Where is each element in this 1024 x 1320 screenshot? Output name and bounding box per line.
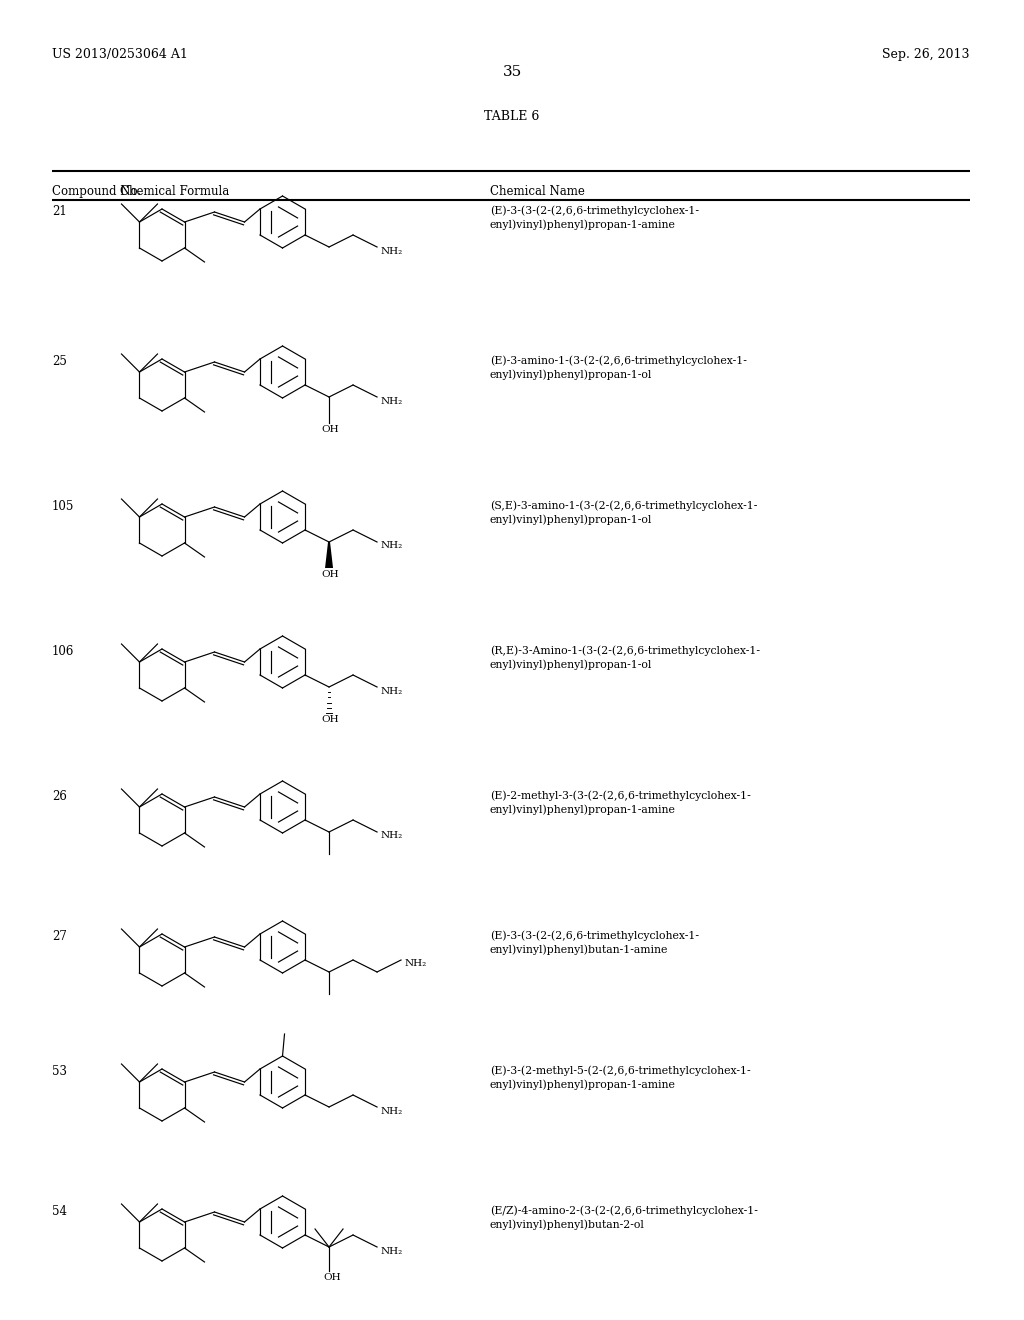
Text: enyl)vinyl)phenyl)propan-1-ol: enyl)vinyl)phenyl)propan-1-ol bbox=[490, 513, 652, 524]
Text: OH: OH bbox=[322, 425, 339, 434]
Text: 106: 106 bbox=[52, 645, 75, 657]
Text: (E/Z)-4-amino-2-(3-(2-(2,6,6-trimethylcyclohex-1-: (E/Z)-4-amino-2-(3-(2-(2,6,6-trimethylcy… bbox=[490, 1205, 758, 1216]
Text: Chemical Formula: Chemical Formula bbox=[120, 185, 229, 198]
Text: OH: OH bbox=[322, 570, 339, 579]
Text: enyl)vinyl)phenyl)propan-1-amine: enyl)vinyl)phenyl)propan-1-amine bbox=[490, 804, 676, 814]
Text: (S,E)-3-amino-1-(3-(2-(2,6,6-trimethylcyclohex-1-: (S,E)-3-amino-1-(3-(2-(2,6,6-trimethylcy… bbox=[490, 500, 758, 511]
Text: US 2013/0253064 A1: US 2013/0253064 A1 bbox=[52, 48, 187, 61]
Text: (E)-3-(2-methyl-5-(2-(2,6,6-trimethylcyclohex-1-: (E)-3-(2-methyl-5-(2-(2,6,6-trimethylcyc… bbox=[490, 1065, 751, 1076]
Text: (R,E)-3-Amino-1-(3-(2-(2,6,6-trimethylcyclohex-1-: (R,E)-3-Amino-1-(3-(2-(2,6,6-trimethylcy… bbox=[490, 645, 760, 656]
Text: enyl)vinyl)phenyl)propan-1-ol: enyl)vinyl)phenyl)propan-1-ol bbox=[490, 659, 652, 669]
Text: (E)-3-amino-1-(3-(2-(2,6,6-trimethylcyclohex-1-: (E)-3-amino-1-(3-(2-(2,6,6-trimethylcycl… bbox=[490, 355, 746, 366]
Text: 26: 26 bbox=[52, 789, 67, 803]
Text: enyl)vinyl)phenyl)butan-2-ol: enyl)vinyl)phenyl)butan-2-ol bbox=[490, 1218, 645, 1229]
Text: OH: OH bbox=[323, 1272, 341, 1282]
Text: OH: OH bbox=[322, 715, 339, 723]
Text: 35: 35 bbox=[503, 65, 521, 79]
Text: 54: 54 bbox=[52, 1205, 67, 1218]
Text: NH₂: NH₂ bbox=[380, 1246, 402, 1255]
Text: enyl)vinyl)phenyl)butan-1-amine: enyl)vinyl)phenyl)butan-1-amine bbox=[490, 944, 669, 954]
Text: NH₂: NH₂ bbox=[380, 686, 402, 696]
Text: enyl)vinyl)phenyl)propan-1-amine: enyl)vinyl)phenyl)propan-1-amine bbox=[490, 1078, 676, 1089]
Polygon shape bbox=[325, 543, 333, 568]
Text: Chemical Name: Chemical Name bbox=[490, 185, 585, 198]
Text: 53: 53 bbox=[52, 1065, 67, 1078]
Text: enyl)vinyl)phenyl)propan-1-ol: enyl)vinyl)phenyl)propan-1-ol bbox=[490, 370, 652, 380]
Text: 105: 105 bbox=[52, 500, 75, 513]
Text: 25: 25 bbox=[52, 355, 67, 368]
Text: 21: 21 bbox=[52, 205, 67, 218]
Text: (E)-3-(3-(2-(2,6,6-trimethylcyclohex-1-: (E)-3-(3-(2-(2,6,6-trimethylcyclohex-1- bbox=[490, 931, 699, 941]
Text: (E)-2-methyl-3-(3-(2-(2,6,6-trimethylcyclohex-1-: (E)-2-methyl-3-(3-(2-(2,6,6-trimethylcyc… bbox=[490, 789, 751, 800]
Text: NH₂: NH₂ bbox=[404, 960, 426, 969]
Text: enyl)vinyl)phenyl)propan-1-amine: enyl)vinyl)phenyl)propan-1-amine bbox=[490, 219, 676, 230]
Text: NH₂: NH₂ bbox=[380, 541, 402, 550]
Text: NH₂: NH₂ bbox=[380, 247, 402, 256]
Text: NH₂: NH₂ bbox=[380, 396, 402, 405]
Text: (E)-3-(3-(2-(2,6,6-trimethylcyclohex-1-: (E)-3-(3-(2-(2,6,6-trimethylcyclohex-1- bbox=[490, 205, 699, 215]
Text: Sep. 26, 2013: Sep. 26, 2013 bbox=[883, 48, 970, 61]
Text: NH₂: NH₂ bbox=[380, 1106, 402, 1115]
Text: TABLE 6: TABLE 6 bbox=[484, 110, 540, 123]
Text: NH₂: NH₂ bbox=[380, 832, 402, 841]
Text: Compound No.: Compound No. bbox=[52, 185, 141, 198]
Text: 27: 27 bbox=[52, 931, 67, 942]
